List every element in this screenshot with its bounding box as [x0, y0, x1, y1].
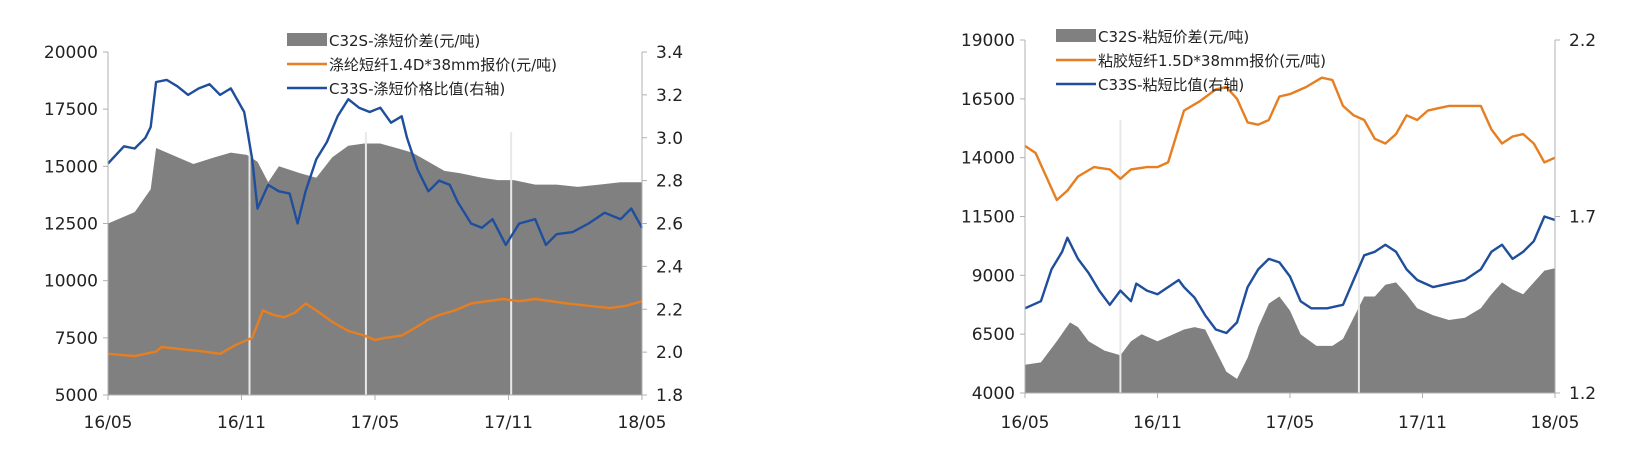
- legend-item-1: 粘胶短纤1.5D*38mm报价(元/吨): [1056, 52, 1326, 70]
- x-tick-label: 16/05: [84, 413, 133, 433]
- y-right-tick-label: 2.6: [656, 215, 683, 235]
- y-left-tick-label: 6500: [972, 325, 1015, 345]
- legend-label: C32S-涤短价差(元/吨): [329, 32, 480, 50]
- legend-label: C32S-粘短价差(元/吨): [1098, 28, 1249, 46]
- y-right-tick-label: 2.2: [656, 300, 683, 320]
- legend-item-1: 涤纶短纤1.4D*38mm报价(元/吨): [287, 56, 557, 74]
- chart-viscose-spread: 4000 6500 9000 11500 14000 16500 19000 1.2 1.7 2.…: [961, 28, 1596, 433]
- y-left-tick-label: 12500: [44, 215, 98, 235]
- y-left-tick-label: 19000: [961, 31, 1015, 51]
- legend-label: C33S-粘短比值(右轴): [1098, 76, 1244, 94]
- series-line-2: [107, 78, 644, 247]
- x-tick-label: 16/11: [217, 413, 266, 433]
- y-left-tick-label: 5000: [55, 386, 98, 406]
- y-left-tick-label: 17500: [44, 100, 98, 120]
- x-tick-label: 16/05: [1001, 413, 1050, 433]
- y-left-tick-label: 9000: [972, 266, 1015, 286]
- y-left-tick-label: 7500: [55, 329, 98, 349]
- y-right-tick-label: 1.8: [656, 386, 683, 406]
- legend-item-0: C32S-粘短价差(元/吨): [1056, 28, 1249, 46]
- series-line-1: [107, 297, 643, 358]
- x-tick-label: 16/11: [1133, 413, 1182, 433]
- y-right-tick-label: 3.2: [656, 86, 683, 106]
- series-area-0: [108, 143, 642, 395]
- y-left-tick-label: 10000: [44, 272, 98, 292]
- legend-item-2: C33S-涤短价格比值(右轴): [287, 80, 505, 98]
- y-left-tick-label: 20000: [44, 43, 98, 63]
- chart-polyester-spread: 5000 7500 10000 12500 15000 17500 20000 1.8 2.0 2…: [44, 32, 683, 433]
- y-left-tick-label: 4000: [972, 384, 1015, 404]
- y-left-tick-label: 11500: [961, 208, 1015, 228]
- series-line-1: [1024, 76, 1556, 202]
- legend-swatch: [287, 33, 327, 46]
- legend-item-2: C33S-粘短比值(右轴): [1056, 76, 1244, 94]
- y-left-tick-label: 16500: [961, 90, 1015, 110]
- y-right-tick-label: 3.0: [656, 129, 683, 149]
- y-left-tick-label: 14000: [961, 149, 1015, 169]
- y-right-tick-label: 1.2: [1569, 384, 1596, 404]
- series-area-0: [1025, 268, 1555, 393]
- x-tick-label: 17/05: [351, 413, 400, 433]
- legend-label: 涤纶短纤1.4D*38mm报价(元/吨): [329, 56, 557, 74]
- y-left-tick-label: 15000: [44, 157, 98, 177]
- legend-item-0: C32S-涤短价差(元/吨): [287, 32, 480, 50]
- x-tick-label: 18/05: [1531, 413, 1580, 433]
- legend-label: 粘胶短纤1.5D*38mm报价(元/吨): [1098, 52, 1326, 70]
- legend-swatch: [1056, 29, 1096, 42]
- x-tick-label: 17/11: [1398, 413, 1447, 433]
- legend-label: C33S-涤短价格比值(右轴): [329, 80, 505, 98]
- y-right-tick-label: 2.0: [656, 343, 683, 363]
- y-right-tick-label: 1.7: [1569, 208, 1596, 228]
- x-tick-label: 18/05: [618, 413, 667, 433]
- y-right-tick-label: 2.4: [656, 257, 683, 277]
- y-right-tick-label: 3.4: [656, 43, 683, 63]
- y-right-tick-label: 2.8: [656, 172, 683, 192]
- y-right-tick-label: 2.2: [1569, 31, 1596, 51]
- series-line-2: [1024, 215, 1556, 335]
- x-tick-label: 17/11: [484, 413, 533, 433]
- x-tick-label: 17/05: [1266, 413, 1315, 433]
